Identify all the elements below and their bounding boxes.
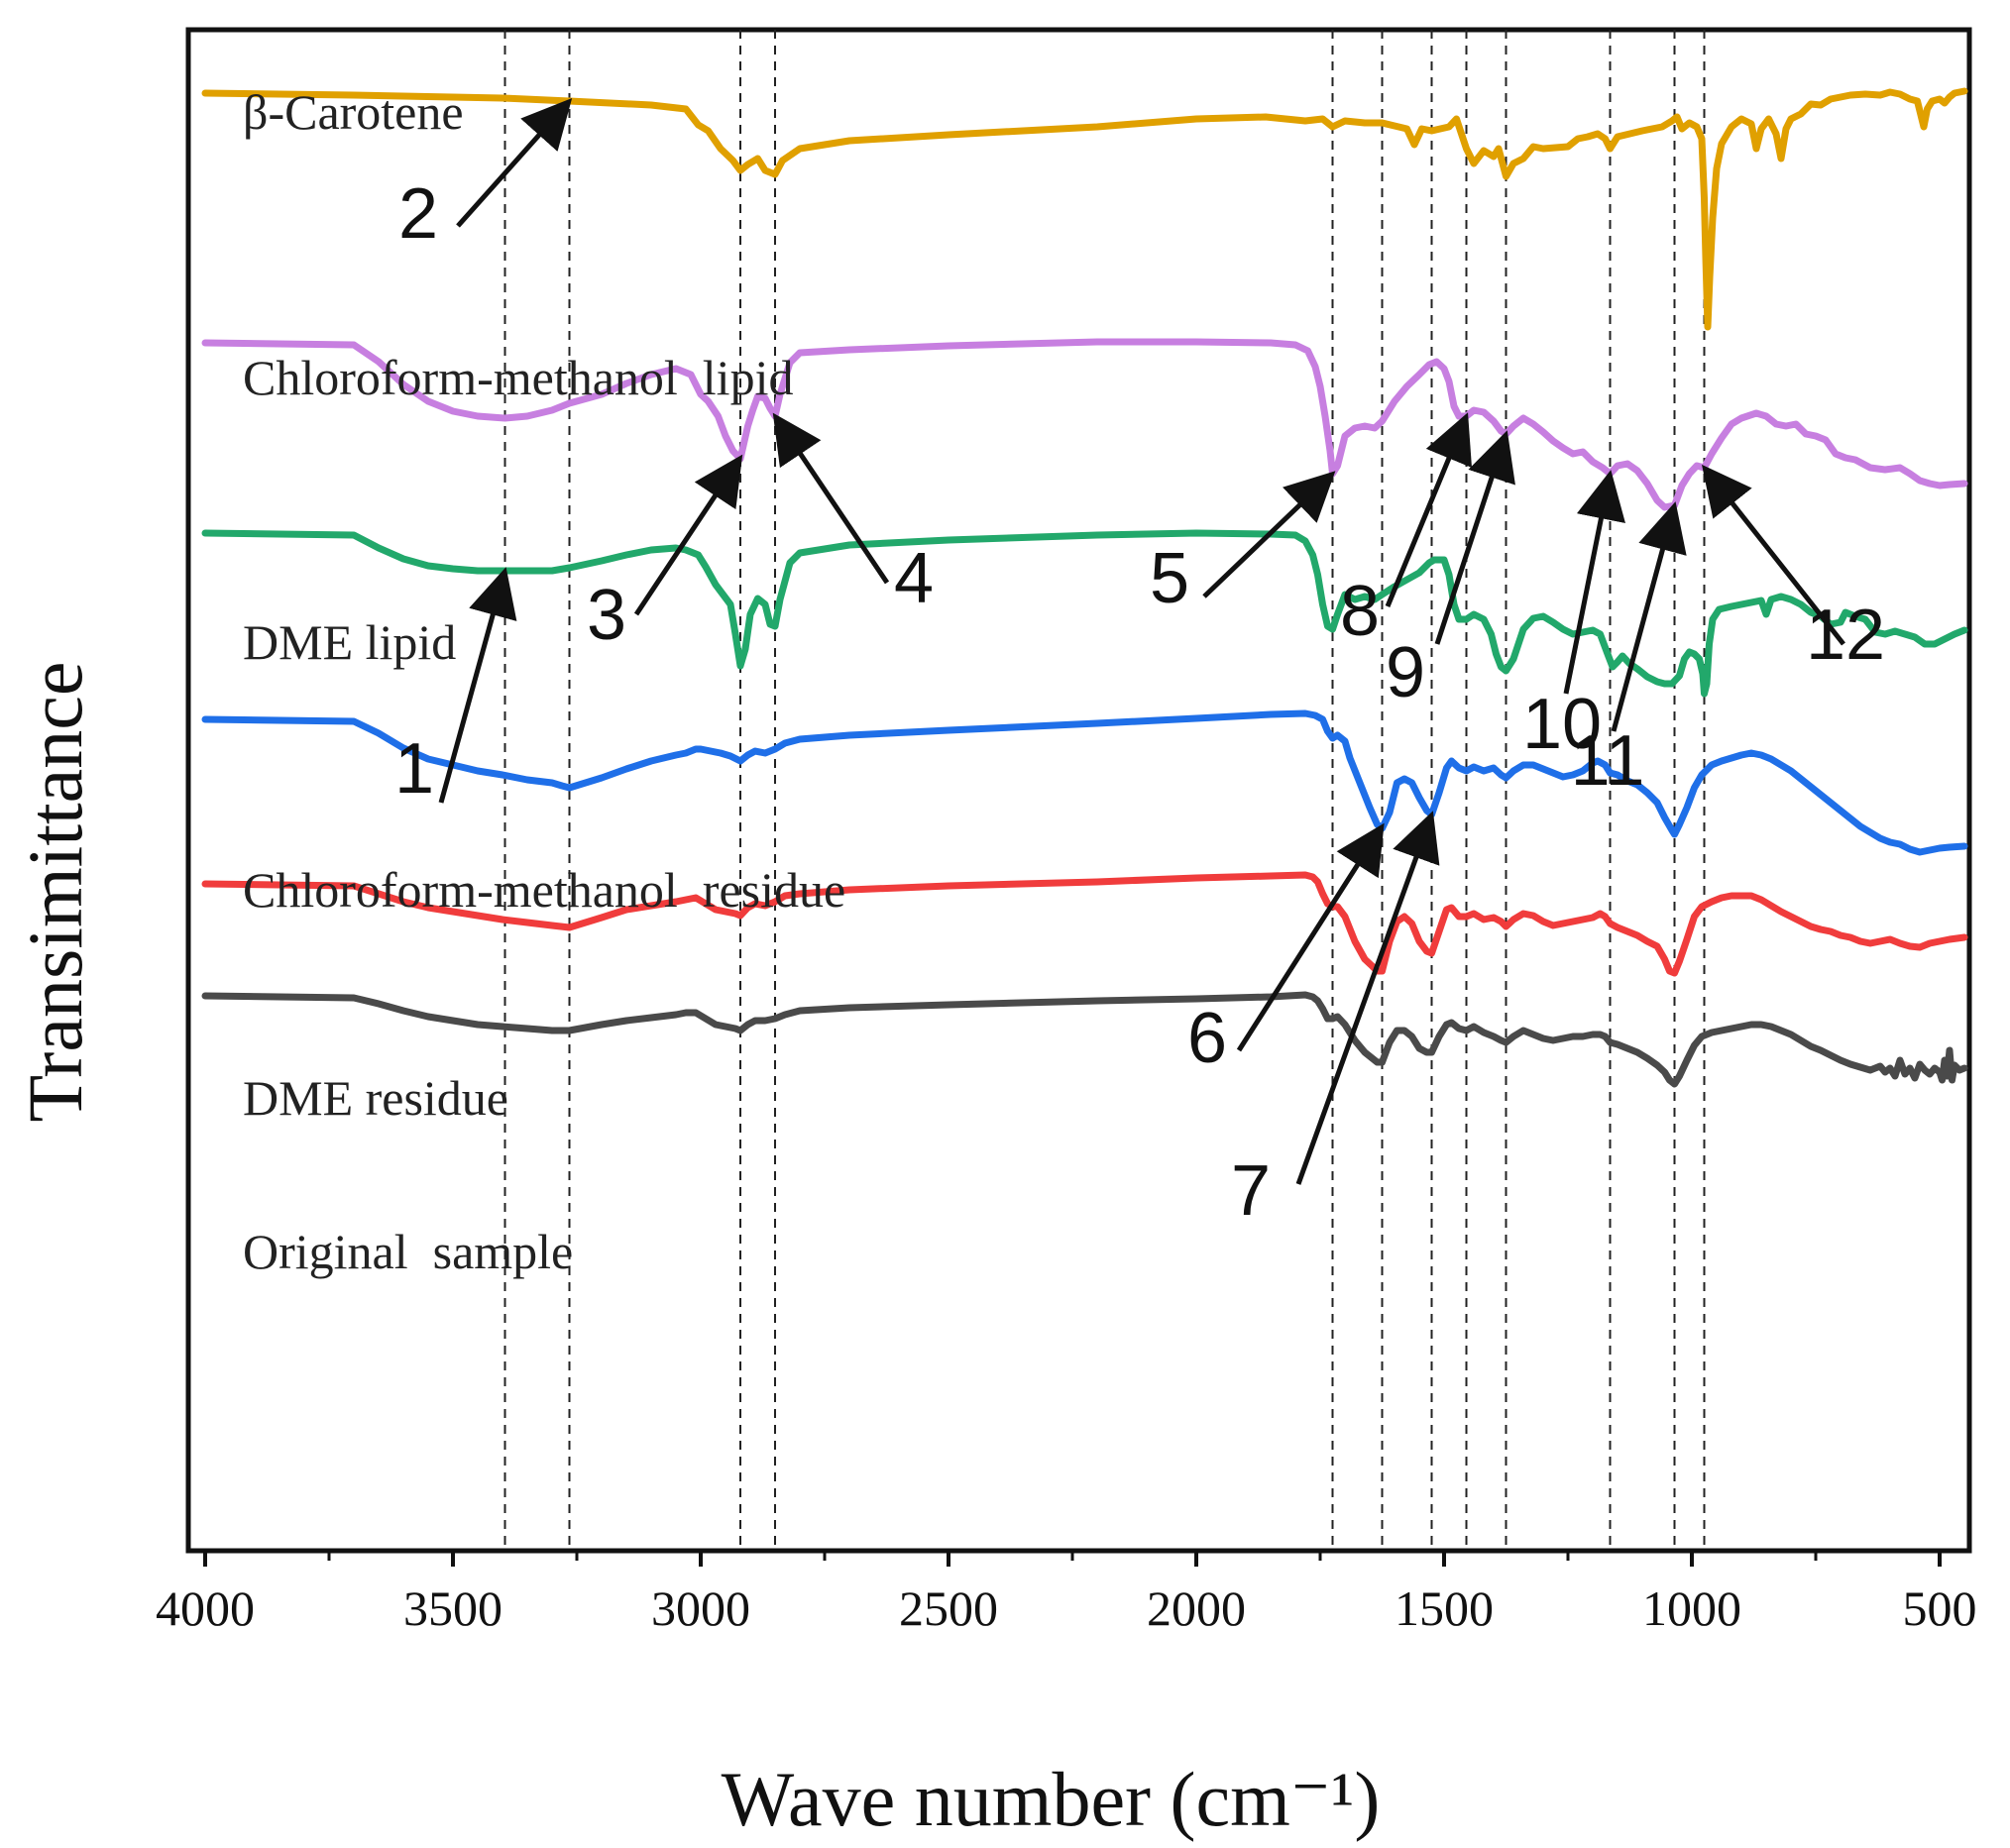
- peak-label-2: 2: [398, 174, 438, 254]
- series-line-6: [201, 991, 1968, 1088]
- series-line-4: [201, 709, 1968, 856]
- peak-arrow-11: [1611, 501, 1687, 732]
- peak-arrow-5: [1202, 471, 1336, 598]
- series-line-3: [201, 529, 1968, 698]
- x-tick-label-2500: 2500: [899, 1580, 998, 1636]
- peak-arrow-4: [772, 412, 890, 585]
- spectra: [201, 87, 1968, 1088]
- x-tick-label-4000: 4000: [156, 1580, 255, 1636]
- peak-arrow-6: [1236, 822, 1385, 1052]
- peak-label-9: 9: [1386, 633, 1425, 712]
- y-axis-title: Transimittance: [12, 661, 98, 1122]
- series-label-1: β-Carotene: [243, 84, 464, 140]
- peak-label-10: 10: [1522, 685, 1602, 764]
- peak-arrow-9: [1434, 430, 1515, 645]
- series-line-2: [201, 338, 1968, 511]
- peak-arrow-1: [438, 567, 517, 804]
- series-label-6: Original sample: [243, 1224, 573, 1279]
- peak-label-4: 4: [894, 539, 934, 618]
- x-tick-label-500: 500: [1903, 1580, 1977, 1636]
- series-labels: β-Carotene Chloroform-methanol lipid DME l…: [243, 84, 845, 1279]
- series-label-5: DME residue: [243, 1070, 508, 1126]
- peak-label-8: 8: [1340, 572, 1380, 651]
- peak-arrow-10: [1563, 470, 1625, 695]
- x-axis: 4000 3500 3000 2500 2000 1500 1000 500: [156, 1551, 1977, 1636]
- x-tick-label-1500: 1500: [1395, 1580, 1494, 1636]
- series-label-3: DME lipid: [243, 614, 456, 670]
- x-tick-label-1000: 1000: [1642, 1580, 1741, 1636]
- x-axis-title: Wave number (cm⁻¹): [722, 1756, 1381, 1842]
- peak-arrow-2: [456, 98, 573, 228]
- series-line-5: [201, 871, 1968, 977]
- peak-label-1: 1: [394, 729, 434, 809]
- peak-arrow-8: [1385, 412, 1473, 607]
- series-label-4: Chloroform-methanol residue: [243, 862, 845, 918]
- reference-lines: [503, 30, 1706, 1546]
- peak-label-5: 5: [1150, 539, 1189, 618]
- series-line-1: [201, 87, 1968, 331]
- peak-arrow-7: [1295, 811, 1440, 1185]
- x-tick-label-3000: 3000: [651, 1580, 750, 1636]
- plot-frame: [185, 27, 1972, 1554]
- peak-label-11: 11: [1571, 721, 1645, 801]
- peak-label-12: 12: [1806, 596, 1885, 675]
- peak-arrow-12: [1702, 464, 1845, 646]
- peak-arrow-3: [633, 454, 743, 616]
- series-label-2: Chloroform-methanol lipid: [243, 350, 793, 405]
- peak-label-6: 6: [1187, 999, 1227, 1078]
- x-tick-label-2000: 2000: [1147, 1580, 1246, 1636]
- peak-label-3: 3: [587, 576, 626, 655]
- peak-label-7: 7: [1231, 1151, 1271, 1231]
- x-tick-label-3500: 3500: [403, 1580, 502, 1636]
